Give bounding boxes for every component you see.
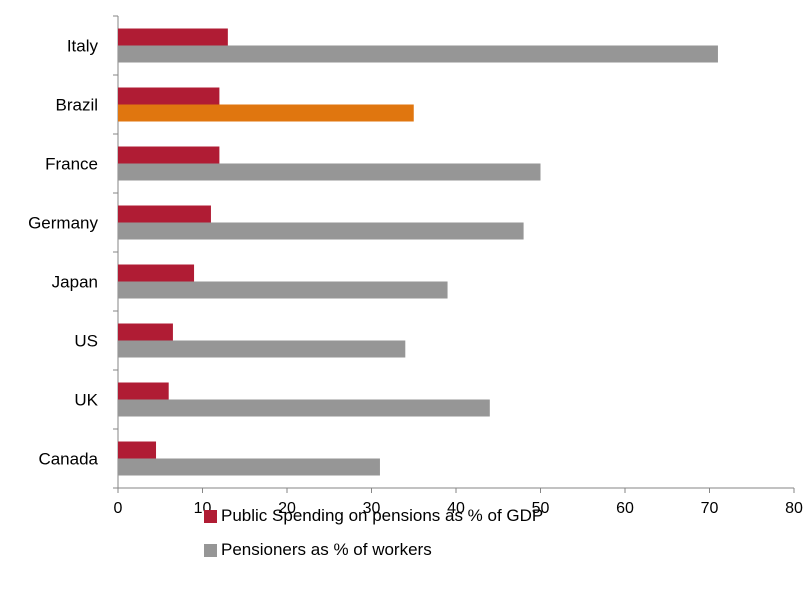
x-tick-label: 40 bbox=[447, 500, 465, 517]
category-label: US bbox=[74, 332, 98, 351]
x-tick-label: 30 bbox=[363, 500, 381, 517]
bar-gdp bbox=[118, 205, 211, 223]
bar-chart: 0 10 20 30 40 50 60 70 80ItalyBrazilFranceGerman… bbox=[28, 15, 803, 518]
bar-workers bbox=[118, 45, 718, 63]
category-label: UK bbox=[74, 391, 98, 410]
legend-label-workers: Pensioners as % of workers bbox=[221, 540, 432, 559]
bar-workers bbox=[118, 222, 524, 240]
bar-workers bbox=[118, 458, 380, 476]
x-tick-label: 70 bbox=[701, 500, 719, 517]
bar-gdp bbox=[118, 87, 220, 105]
bar-gdp bbox=[118, 323, 173, 341]
x-tick-label: 20 bbox=[278, 500, 296, 517]
x-tick-label: 50 bbox=[532, 500, 550, 517]
x-tick-label: 60 bbox=[616, 500, 634, 517]
category-label: Germany bbox=[28, 214, 98, 233]
bar-workers bbox=[118, 163, 541, 181]
category-label: Canada bbox=[38, 450, 98, 469]
legend-item-workers: Pensioners as % of workers bbox=[204, 540, 704, 560]
category-label: France bbox=[45, 155, 98, 174]
legend-swatch-gdp bbox=[204, 509, 217, 523]
bar-gdp bbox=[118, 382, 169, 400]
bars bbox=[118, 28, 718, 476]
legend-item-gdp: Public Spending on pensions as % of GDP bbox=[204, 506, 704, 526]
legend-label-gdp: Public Spending on pensions as % of GDP bbox=[221, 506, 544, 525]
bar-workers bbox=[118, 340, 406, 358]
x-tick-label: 0 bbox=[114, 500, 123, 517]
bar-gdp bbox=[118, 146, 220, 164]
category-label: Italy bbox=[67, 37, 99, 56]
bar-gdp bbox=[118, 264, 195, 282]
x-tick-label: 80 bbox=[785, 500, 803, 517]
category-label: Brazil bbox=[55, 96, 98, 115]
bar-workers bbox=[118, 281, 448, 299]
bar-gdp bbox=[118, 28, 228, 46]
ticks: 0 10 20 30 40 50 60 70 80ItalyBrazilFranceGerman… bbox=[28, 37, 803, 518]
category-label: Japan bbox=[52, 273, 98, 292]
bar-gdp bbox=[118, 441, 157, 459]
bar-workers bbox=[118, 399, 490, 417]
legend-swatch-workers bbox=[204, 543, 217, 557]
bar-workers bbox=[118, 104, 414, 122]
